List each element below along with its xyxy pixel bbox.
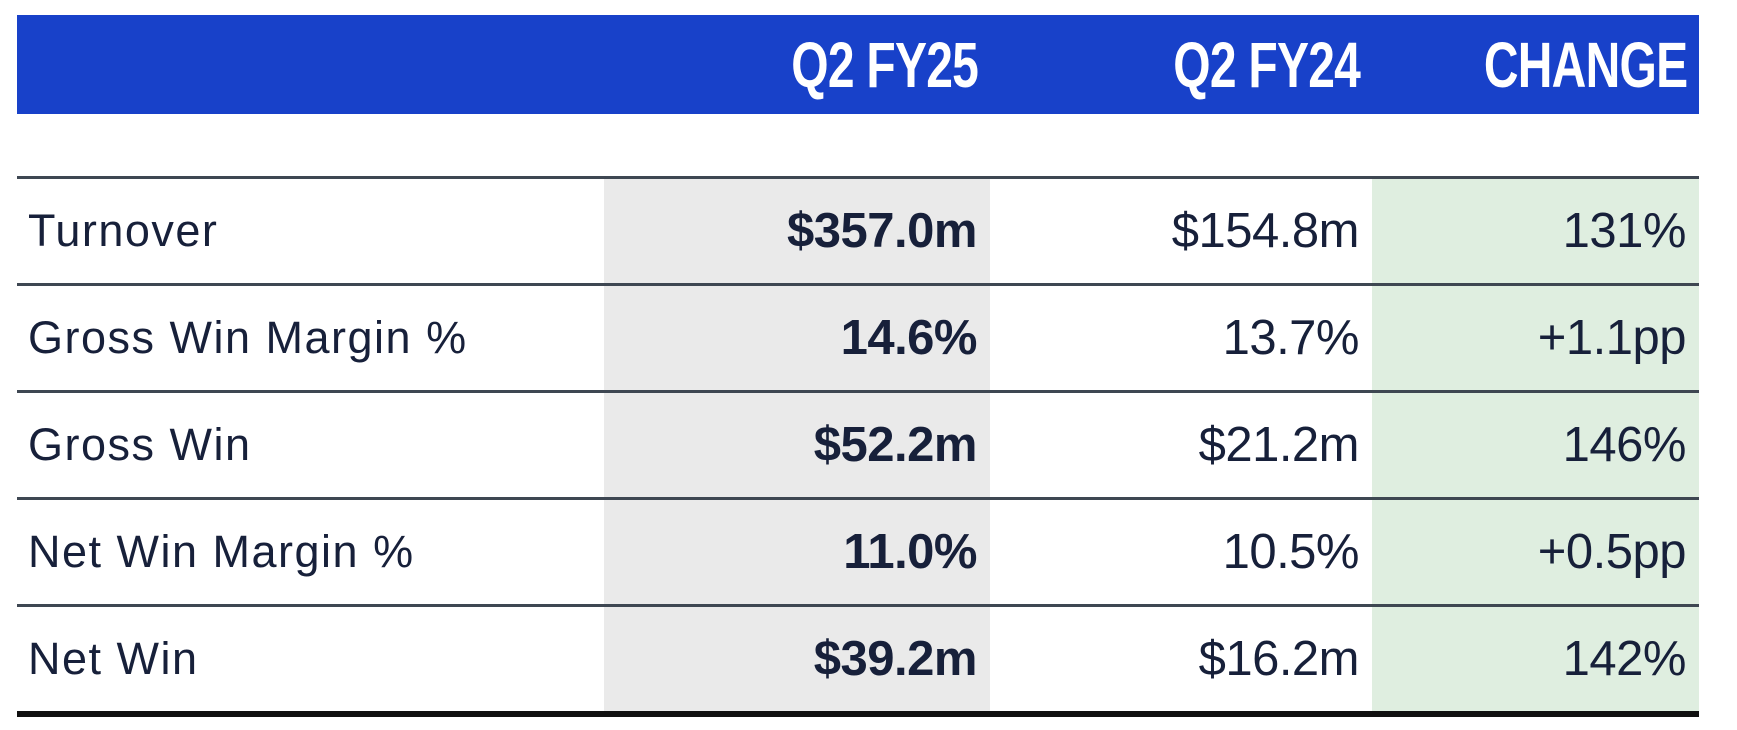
- cell-q2fy25: $52.2m: [604, 393, 990, 497]
- cell-q2fy24: $21.2m: [1198, 418, 1360, 472]
- column-header-q2fy25: Q2 FY25: [791, 28, 979, 101]
- table-row-gross-win-margin: Gross Win Margin % 14.6% 13.7% +1.1pp: [17, 286, 1699, 390]
- row-label: Net Win: [28, 633, 199, 684]
- header-cell-change: CHANGE: [1372, 15, 1699, 114]
- header-cell-q2fy25: Q2 FY25: [604, 15, 990, 114]
- table-row-net-win-margin: Net Win Margin % 11.0% 10.5% +0.5pp: [17, 500, 1699, 604]
- cell-change: 142%: [1372, 607, 1699, 711]
- table-top-rule: [17, 176, 1699, 179]
- table-row-turnover: Turnover $357.0m $154.8m 131%: [17, 179, 1699, 283]
- table-row-gross-win: Gross Win $52.2m $21.2m 146%: [17, 393, 1699, 497]
- table-body: Turnover $357.0m $154.8m 131% Gross Win …: [17, 176, 1699, 717]
- cell-q2fy25: $357.0m: [604, 179, 990, 283]
- table-row-net-win: Net Win $39.2m $16.2m 142%: [17, 607, 1699, 711]
- row-label: Gross Win: [28, 419, 252, 470]
- column-header-q2fy24: Q2 FY24: [1173, 28, 1361, 101]
- cell-change: 146%: [1372, 393, 1699, 497]
- cell-q2fy25: 11.0%: [604, 500, 990, 604]
- column-header-change: CHANGE: [1483, 28, 1687, 101]
- row-divider: [17, 390, 1699, 393]
- table-header-bar: Q2 FY25 Q2 FY24 CHANGE: [17, 15, 1699, 114]
- cell-change: +1.1pp: [1372, 286, 1699, 390]
- cell-q2fy24: 13.7%: [1222, 311, 1360, 365]
- row-label: Net Win Margin %: [28, 526, 415, 577]
- header-cell-q2fy24: Q2 FY24: [990, 15, 1372, 114]
- cell-q2fy24: $16.2m: [1198, 632, 1360, 686]
- row-label: Gross Win Margin %: [28, 312, 468, 363]
- header-cell-empty: [17, 15, 604, 114]
- row-divider: [17, 604, 1699, 607]
- row-divider: [17, 283, 1699, 286]
- cell-change: 131%: [1372, 179, 1699, 283]
- table-bottom-rule: [17, 711, 1699, 717]
- cell-q2fy24: 10.5%: [1222, 525, 1360, 579]
- cell-q2fy25: 14.6%: [604, 286, 990, 390]
- cell-change: +0.5pp: [1372, 500, 1699, 604]
- row-divider: [17, 497, 1699, 500]
- cell-q2fy24: $154.8m: [1171, 204, 1360, 258]
- cell-q2fy25: $39.2m: [604, 607, 990, 711]
- row-label: Turnover: [28, 205, 219, 256]
